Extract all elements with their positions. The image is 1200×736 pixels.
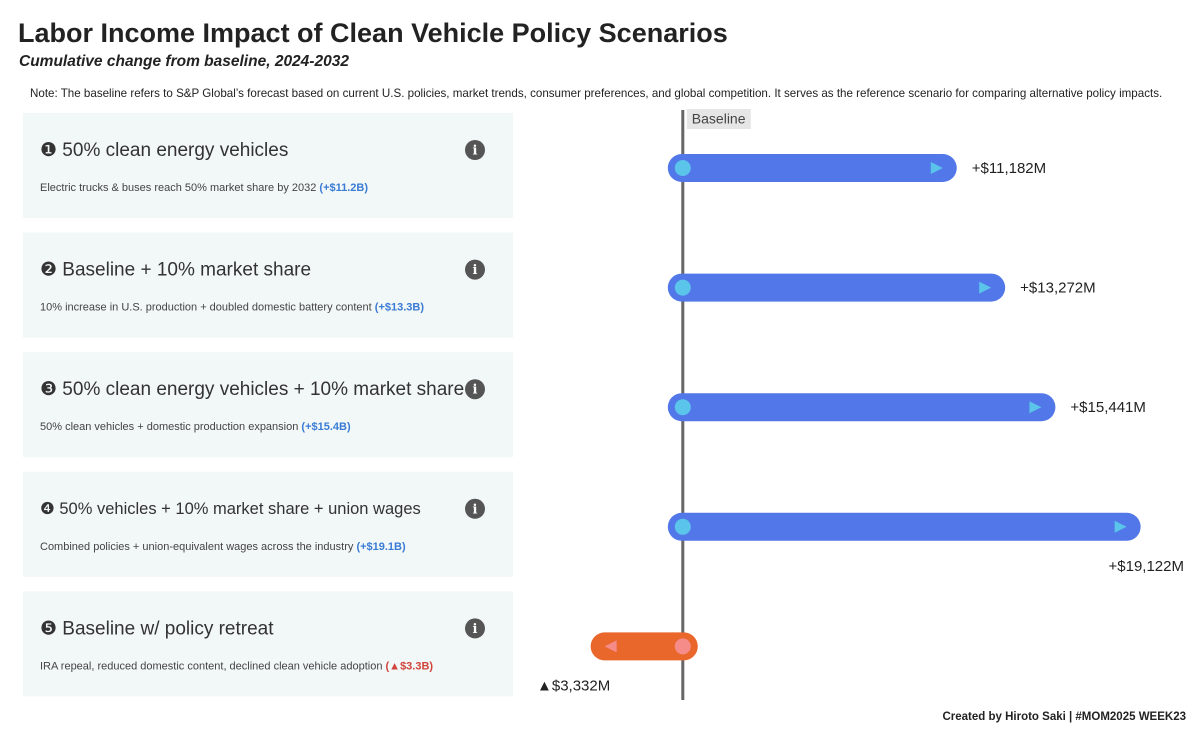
scenario-description: 50% clean vehicles + domestic production…	[40, 421, 351, 433]
scenario-card	[23, 232, 513, 338]
scenario-title: ❹ 50% vehicles + 10% market share + unio…	[40, 500, 421, 518]
scenario-description: 10% increase in U.S. production + double…	[40, 302, 424, 314]
scenario-description: Combined policies + union-equivalent wag…	[40, 541, 406, 553]
info-icon[interactable]: i	[465, 498, 485, 519]
description-text: 10% increase in U.S. production + double…	[40, 302, 372, 314]
bar-arrow	[1114, 520, 1127, 533]
description-highlight: (+$13.3B)	[375, 302, 425, 314]
value-label: +$13,272M	[1020, 280, 1095, 297]
description-highlight: (+$15.4B)	[301, 421, 351, 433]
bar-origin-dot	[674, 399, 691, 416]
footer: Created by Hiroto Saki | #MOM2025 WEEK23	[942, 711, 1186, 723]
bar	[667, 393, 1056, 422]
info-icon-circle	[465, 618, 485, 639]
info-icon[interactable]: i	[465, 259, 485, 280]
description-highlight: (+$19.1B)	[356, 541, 406, 553]
baseline-label-bg	[686, 109, 751, 129]
info-icon-glyph: i	[473, 263, 478, 278]
info-icon-glyph: i	[473, 383, 478, 398]
value-label: +$19,122M	[1109, 558, 1184, 575]
bar-origin-dot	[674, 279, 691, 296]
bar	[667, 273, 1006, 302]
bar-origin-dot	[674, 160, 691, 176]
info-icon-glyph: i	[473, 622, 478, 637]
description-highlight: (▲$3.3B)	[386, 660, 434, 672]
value-label: +$15,441M	[1070, 399, 1145, 416]
description-highlight: (+$11.2B)	[319, 182, 368, 194]
info-icon-circle	[465, 259, 485, 280]
scenario-card	[23, 352, 513, 458]
scenario-title: ❶ 50% clean energy vehicles	[40, 140, 288, 161]
info-icon-circle	[465, 140, 485, 160]
value-label: ▲$3,332M	[537, 677, 610, 694]
bar-arrow	[979, 281, 992, 294]
scenario-card	[23, 591, 513, 697]
bar	[667, 512, 1141, 541]
subtitle: Cumulative change from baseline, 2024-20…	[19, 53, 349, 70]
bar-arrow	[930, 162, 943, 174]
scenario-title: ❸ 50% clean energy vehicles + 10% market…	[40, 379, 464, 400]
description-text: 50% clean vehicles + domestic production…	[40, 421, 298, 433]
info-icon-glyph: i	[473, 144, 478, 159]
scenario-card	[23, 471, 513, 577]
scenario-description: Electric trucks & buses reach 50% market…	[40, 182, 368, 194]
scenario-card	[23, 113, 513, 218]
value-label: +$11,182M	[972, 160, 1046, 177]
description-text: Electric trucks & buses reach 50% market…	[40, 182, 316, 194]
scenario-description: IRA repeal, reduced domestic content, de…	[40, 660, 433, 672]
note: Note: The baseline refers to S&P Global’…	[30, 87, 1162, 100]
bar-arrow	[1029, 401, 1042, 414]
info-icon[interactable]: i	[465, 379, 485, 400]
bar-origin-dot	[674, 518, 691, 535]
baseline-label: Baseline	[692, 111, 746, 127]
info-icon-circle	[465, 498, 485, 519]
scenario-title: ❺ Baseline w/ policy retreat	[40, 618, 274, 639]
bar-arrow	[604, 640, 617, 653]
scenario-title: ❷ Baseline + 10% market share	[40, 260, 311, 281]
bar	[667, 154, 957, 182]
title: Labor Income Impact of Clean Vehicle Pol…	[18, 18, 728, 48]
info-icon-glyph: i	[473, 502, 478, 517]
info-icon[interactable]: i	[465, 140, 485, 160]
description-text: IRA repeal, reduced domestic content, de…	[40, 660, 382, 672]
info-icon-circle	[465, 379, 485, 400]
bar	[590, 632, 698, 661]
description-text: Combined policies + union-equivalent wag…	[40, 541, 354, 553]
info-icon[interactable]: i	[465, 618, 485, 639]
bar-origin-dot	[674, 638, 691, 655]
